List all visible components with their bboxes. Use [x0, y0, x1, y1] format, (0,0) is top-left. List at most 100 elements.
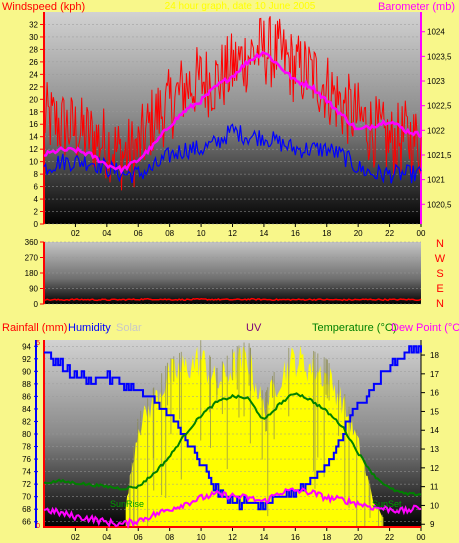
barometer-label: Barometer (mb): [378, 1, 455, 13]
rain-tick-label: 0: [36, 523, 40, 530]
humidity-tick-label: 92: [22, 355, 31, 364]
x-tick-label: 02: [71, 229, 80, 238]
wind-direction-series-line: [43, 297, 422, 302]
y-tick-label: 6: [34, 183, 39, 192]
rainfall-label: Rainfall (mm): [2, 322, 67, 334]
rain-tick-label: 5: [36, 340, 40, 347]
sunrise-annotation: SunRise: [110, 499, 144, 509]
x-tick-label: 08: [165, 533, 174, 542]
humidity-tick-label: 90: [22, 367, 31, 376]
humidity-tick-label: 70: [22, 493, 31, 502]
direction-series: [43, 297, 422, 302]
humidity-tick-label: 88: [22, 380, 31, 389]
x-tick-label: 18: [322, 533, 331, 542]
temp-tick-label: 13: [430, 445, 439, 454]
x-tick-label: 00: [417, 229, 426, 238]
compass-label: E: [436, 283, 443, 295]
y-tick-label: 22: [29, 83, 38, 92]
y2-tick-label: 1024: [427, 28, 445, 37]
humidity-series-line: [44, 345, 422, 511]
temp-tick-label: 17: [430, 370, 439, 379]
humidity-tick-label: 72: [22, 480, 31, 489]
y-tick-label: 18: [29, 108, 38, 117]
humidity-tick-label: 76: [22, 455, 31, 464]
wind-plot-area: [44, 12, 421, 224]
humidity-tick-label: 82: [22, 417, 31, 426]
y2-tick-label: 1021: [427, 176, 445, 185]
y-tick-label: 16: [29, 120, 38, 129]
x-tick-label: 12: [228, 533, 237, 542]
temp-tick-label: 15: [430, 407, 439, 416]
x-tick-label: 12: [228, 229, 237, 238]
x-tick-label: 20: [354, 229, 363, 238]
x-tick-label: 04: [102, 533, 111, 542]
temp-tick-label: 12: [430, 464, 439, 473]
y2-tick-label: 1020,5: [427, 200, 452, 209]
barometer-series-line: [43, 50, 422, 175]
x-tick-label: 02: [71, 533, 80, 542]
humidity-axis: 66 68 70 72 74 76 78 80 82 84 86 88 90 92 94: [22, 340, 38, 528]
y-tick-label: 0: [34, 300, 39, 309]
wind-x-axis: 02 04 06 08 10 12 14 16 18 20 22 00: [71, 224, 426, 238]
y2-tick-label: 1023: [427, 77, 445, 86]
y-tick-label: 180: [25, 269, 39, 278]
x-tick-label: 14: [259, 533, 268, 542]
x-tick-label: 18: [322, 229, 331, 238]
humidity-tick-label: 74: [22, 468, 31, 477]
x-tick-label: 10: [197, 533, 206, 542]
y-tick-label: 28: [29, 45, 38, 54]
temp-tick-label: 14: [430, 426, 439, 435]
windspeed-label: Windspeed (kph): [2, 1, 85, 13]
humidity-label: Humidity: [68, 322, 111, 334]
y-tick-label: 26: [29, 58, 38, 67]
solar-area: [125, 340, 384, 528]
compass-label: S: [436, 268, 443, 280]
wind-series: [43, 16, 422, 191]
gust-series-line: [43, 16, 422, 191]
humidity-tick-label: 84: [22, 405, 31, 414]
compass-label: W: [435, 253, 446, 265]
x-tick-label: 22: [385, 533, 394, 542]
y-tick-label: 270: [25, 254, 39, 263]
y-tick-label: 10: [29, 158, 38, 167]
temp-tick-label: 11: [430, 483, 439, 492]
temp-series: [43, 345, 422, 530]
compass-label: N: [436, 238, 444, 250]
uv-label: UV: [246, 322, 262, 334]
y2-tick-label: 1023,5: [427, 52, 452, 61]
x-tick-label: 14: [259, 229, 268, 238]
average-wind-series-line: [43, 123, 422, 184]
x-tick-label: 04: [102, 229, 111, 238]
barometer-axis: 1020,5 1021 1021,5 1022 1022,5 1023 1023,5 1024: [420, 12, 452, 224]
y-tick-label: 30: [29, 33, 38, 42]
dewpoint-series-line: [43, 487, 422, 530]
x-tick-label: 16: [291, 533, 300, 542]
temp-tick-label: 18: [430, 351, 439, 360]
humidity-tick-label: 68: [22, 505, 31, 514]
x-tick-label: 22: [385, 229, 394, 238]
solar-label: Solar: [116, 322, 142, 334]
temperature-label: Temperature (°C): [312, 322, 396, 334]
x-tick-label: 10: [197, 229, 206, 238]
sunset-annotation: SunSet: [372, 499, 402, 509]
humidity-tick-label: 80: [22, 430, 31, 439]
y2-tick-label: 1022,5: [427, 102, 452, 111]
temperature-series-line: [43, 392, 422, 497]
y-tick-label: 4: [34, 195, 39, 204]
temp-tick-label: 16: [430, 389, 439, 398]
temp-tick-label: 9: [430, 520, 435, 529]
y-tick-label: 32: [29, 20, 38, 29]
y-tick-label: 360: [25, 238, 39, 247]
y-tick-label: 20: [29, 95, 38, 104]
humidity-tick-label: 86: [22, 392, 31, 401]
y-tick-label: 14: [29, 133, 38, 142]
solar-area-fill: [125, 345, 384, 528]
x-tick-label: 06: [134, 533, 143, 542]
dewpoint-label: Dew Point (°C): [391, 322, 459, 334]
